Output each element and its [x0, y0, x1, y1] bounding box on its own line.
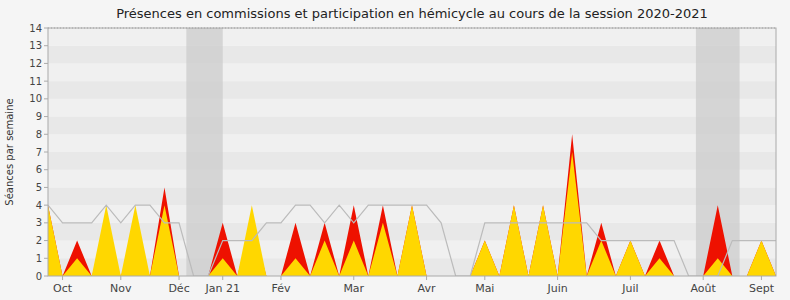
x-tick	[62, 276, 63, 280]
y-tick-label: 0	[36, 271, 42, 282]
x-tick-label: Août	[691, 282, 717, 295]
y-tick	[44, 152, 48, 153]
grid-stripe	[48, 170, 776, 188]
x-tick	[484, 276, 485, 280]
x-tick	[557, 276, 558, 280]
y-tick	[44, 205, 48, 206]
y-tick	[44, 98, 48, 99]
chart: 01234567891011121314Séances par semaineO…	[0, 0, 790, 300]
x-tick	[222, 276, 223, 280]
chart-title: Présences en commissions et participatio…	[116, 6, 708, 21]
x-tick-label: Sept	[749, 282, 775, 295]
x-tick-label: Jan 21	[204, 282, 239, 295]
y-tick-label: 6	[36, 164, 42, 175]
y-tick	[44, 63, 48, 64]
x-axis: Oct Nov Déc Jan 21 Fév Mar Avr Mai Juin Juil Août S…	[53, 276, 775, 295]
y-tick	[44, 81, 48, 82]
y-tick-label: 1	[36, 253, 42, 264]
x-tick-label: Juin	[546, 282, 567, 295]
x-tick	[179, 276, 180, 280]
x-tick-label: Oct	[53, 282, 73, 295]
y-tick	[44, 222, 48, 223]
y-tick-label: 10	[29, 93, 42, 104]
x-tick	[280, 276, 281, 280]
x-tick-label: Fév	[271, 282, 290, 295]
x-tick-label: Juil	[621, 282, 638, 295]
recess-band	[186, 28, 222, 276]
y-axis: 01234567891011121314Séances par semaine	[4, 23, 48, 282]
grid-stripe	[48, 28, 776, 46]
grid-stripe	[48, 187, 776, 205]
y-tick	[44, 276, 48, 277]
series-area	[48, 134, 776, 276]
series-line	[48, 205, 776, 276]
y-tick	[44, 116, 48, 117]
x-tick	[426, 276, 427, 280]
y-tick-label: 9	[36, 111, 42, 122]
plot-area	[48, 28, 776, 276]
x-tick	[703, 276, 704, 280]
y-tick-label: 2	[36, 235, 42, 246]
y-tick-label: 12	[29, 58, 42, 69]
grid-stripe	[48, 99, 776, 117]
y-tick-label: 13	[29, 40, 42, 51]
y-tick-label: 11	[29, 76, 42, 87]
y-axis-label: Séances par semaine	[4, 98, 15, 205]
y-tick	[44, 187, 48, 188]
y-tick-label: 4	[36, 200, 42, 211]
y-tick	[44, 169, 48, 170]
y-tick	[44, 45, 48, 46]
x-tick	[353, 276, 354, 280]
series-area	[48, 152, 776, 276]
y-tick-label: 8	[36, 129, 42, 140]
y-tick-label: 3	[36, 217, 42, 228]
x-tick-label: Mar	[343, 282, 364, 295]
grid-stripe	[48, 152, 776, 170]
y-tick	[44, 240, 48, 241]
x-tick	[120, 276, 121, 280]
grid-stripe	[48, 134, 776, 152]
x-tick-label: Déc	[168, 282, 189, 295]
y-tick-label: 5	[36, 182, 42, 193]
y-tick	[44, 134, 48, 135]
y-tick-label: 7	[36, 147, 42, 158]
y-tick-label: 14	[29, 23, 42, 34]
x-tick-label: Mai	[475, 282, 494, 295]
grid-stripe	[48, 117, 776, 135]
grid-stripe	[48, 81, 776, 99]
x-tick-label: Avr	[418, 282, 436, 295]
grid	[48, 28, 776, 276]
x-tick-label: Nov	[110, 282, 132, 295]
x-tick	[630, 276, 631, 280]
plot-frame	[48, 28, 776, 276]
grid-stripe	[48, 46, 776, 64]
grid-stripe	[48, 63, 776, 81]
y-tick	[44, 258, 48, 259]
x-tick	[761, 276, 762, 280]
y-tick	[44, 28, 48, 29]
